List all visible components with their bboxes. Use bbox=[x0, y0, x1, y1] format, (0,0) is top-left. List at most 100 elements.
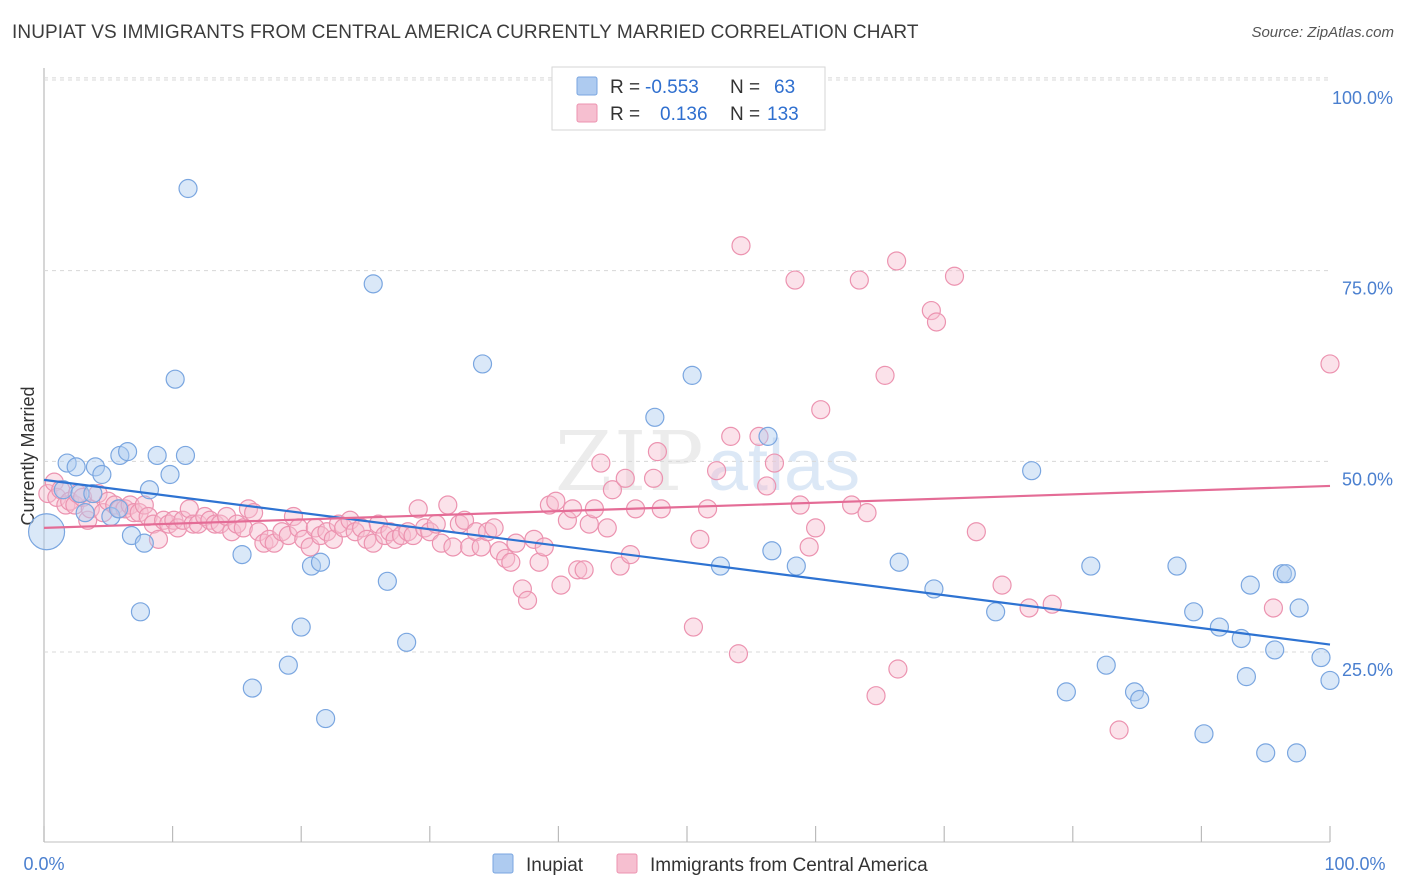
central-america-point bbox=[80, 499, 100, 519]
inupiat-point bbox=[363, 274, 383, 294]
inupiat-point bbox=[1209, 617, 1230, 637]
central-america-point bbox=[757, 476, 777, 496]
central-america-point bbox=[875, 365, 895, 385]
central-america-point bbox=[408, 499, 428, 519]
legend-swatch-inupiat bbox=[576, 76, 598, 96]
central-america-point bbox=[857, 503, 877, 523]
central-america-point bbox=[431, 533, 451, 553]
central-america-point bbox=[78, 510, 98, 530]
trendlines bbox=[43, 478, 1331, 646]
central-america-trendline bbox=[43, 484, 1331, 530]
central-america-point bbox=[992, 575, 1012, 595]
inupiat-point bbox=[1167, 556, 1187, 576]
central-america-point bbox=[420, 522, 440, 542]
inupiat-point bbox=[1289, 598, 1309, 618]
central-america-point bbox=[375, 525, 395, 546]
inupiat-point bbox=[1184, 602, 1204, 622]
bottom-legend-swatch-central bbox=[616, 853, 638, 874]
central-america-point bbox=[683, 617, 704, 637]
inupiat-point bbox=[1240, 575, 1260, 595]
inupiat-point bbox=[1311, 647, 1331, 668]
inupiat-point bbox=[889, 552, 909, 572]
inupiat-point bbox=[986, 602, 1006, 622]
central-america-point bbox=[866, 686, 886, 706]
central-america-point bbox=[562, 499, 583, 519]
inupiat-point bbox=[139, 480, 160, 500]
central-america-point bbox=[489, 541, 509, 561]
inupiat-point bbox=[762, 541, 782, 561]
inupiat-trendline bbox=[43, 478, 1331, 646]
legend-r-label-1: R = bbox=[610, 77, 640, 98]
central-america-point bbox=[966, 522, 986, 542]
central-america-point bbox=[926, 312, 947, 332]
central-america-point bbox=[501, 552, 521, 572]
central-america-point bbox=[124, 503, 144, 523]
y-tick-labels: 100.0% 75.0% 50.0% 25.0% bbox=[1332, 88, 1393, 680]
central-america-point bbox=[179, 499, 199, 519]
inupiat-point bbox=[645, 407, 665, 427]
inupiat-point bbox=[377, 571, 397, 591]
central-america-point bbox=[195, 506, 215, 527]
central-america-point bbox=[529, 552, 549, 572]
central-america-point bbox=[238, 499, 259, 519]
inupiat-point bbox=[160, 464, 180, 485]
central-america-point bbox=[579, 514, 599, 534]
inupiat-point bbox=[1130, 689, 1150, 710]
central-america-point bbox=[597, 518, 617, 538]
inupiat-point bbox=[242, 678, 262, 698]
central-america-point bbox=[249, 522, 269, 542]
bottom-legend-label-central: Immigrants from Central America bbox=[650, 855, 928, 876]
central-america-point bbox=[887, 251, 907, 271]
inupiat-point bbox=[134, 533, 154, 553]
central-america-point bbox=[1263, 598, 1284, 618]
legend-swatch-central bbox=[576, 103, 598, 123]
central-america-point bbox=[731, 236, 751, 256]
inupiat-point bbox=[147, 445, 167, 466]
inupiat-point bbox=[117, 442, 138, 462]
inupiat-point bbox=[178, 178, 198, 199]
central-america-point bbox=[278, 525, 298, 546]
y-tick-label-50: 50.0% bbox=[1342, 469, 1393, 489]
inupiat-point bbox=[27, 513, 66, 551]
inupiat-point bbox=[1265, 640, 1285, 660]
bottom-legend: Inupiat Immigrants from Central America bbox=[492, 853, 928, 876]
central-america-point bbox=[790, 495, 810, 515]
inupiat-point bbox=[1081, 556, 1101, 576]
central-america-point bbox=[496, 548, 516, 569]
inupiat-point bbox=[682, 365, 702, 385]
y-tick-label-75: 75.0% bbox=[1342, 279, 1393, 299]
inupiat-point bbox=[165, 369, 185, 389]
central-america-point bbox=[764, 453, 785, 473]
legend: R = -0.553 N = 63 R = 0.136 N = 133 bbox=[551, 66, 826, 131]
inupiat-point bbox=[1236, 667, 1257, 687]
inupiat-point bbox=[1194, 724, 1214, 744]
central-america-point bbox=[944, 266, 965, 286]
central-america-point bbox=[551, 575, 571, 595]
inupiat-point bbox=[1256, 743, 1276, 763]
central-america-point bbox=[443, 537, 463, 557]
central-america-point bbox=[512, 579, 532, 599]
central-america-point bbox=[1320, 354, 1340, 374]
legend-n-value-1: 63 bbox=[774, 77, 795, 98]
central-america-point bbox=[506, 533, 526, 553]
watermark-zip: ZIP bbox=[555, 415, 706, 510]
central-america-point bbox=[1109, 720, 1129, 740]
chart-title: INUPIAT VS IMMIGRANTS FROM CENTRAL AMERI… bbox=[12, 22, 919, 43]
central-america-point bbox=[721, 426, 741, 446]
x-tick-label-max: 100.0% bbox=[1324, 854, 1385, 874]
legend-r-label-2: R = bbox=[610, 104, 640, 125]
inupiat-point bbox=[92, 464, 112, 485]
inupiat-point bbox=[316, 708, 336, 729]
central-america-point bbox=[643, 468, 664, 488]
inupiat-point bbox=[1022, 461, 1042, 481]
gridlines bbox=[44, 77, 1330, 653]
central-america-point bbox=[534, 537, 554, 557]
legend-r-value-2: 0.136 bbox=[660, 104, 708, 125]
bottom-legend-swatch-inupiat bbox=[492, 853, 514, 874]
central-america-point bbox=[254, 533, 274, 553]
source-label: Source: ZipAtlas.com bbox=[1251, 24, 1394, 41]
inupiat-point bbox=[397, 632, 417, 652]
inupiat-point bbox=[1276, 564, 1296, 584]
watermark: ZIP atlas bbox=[555, 415, 860, 510]
